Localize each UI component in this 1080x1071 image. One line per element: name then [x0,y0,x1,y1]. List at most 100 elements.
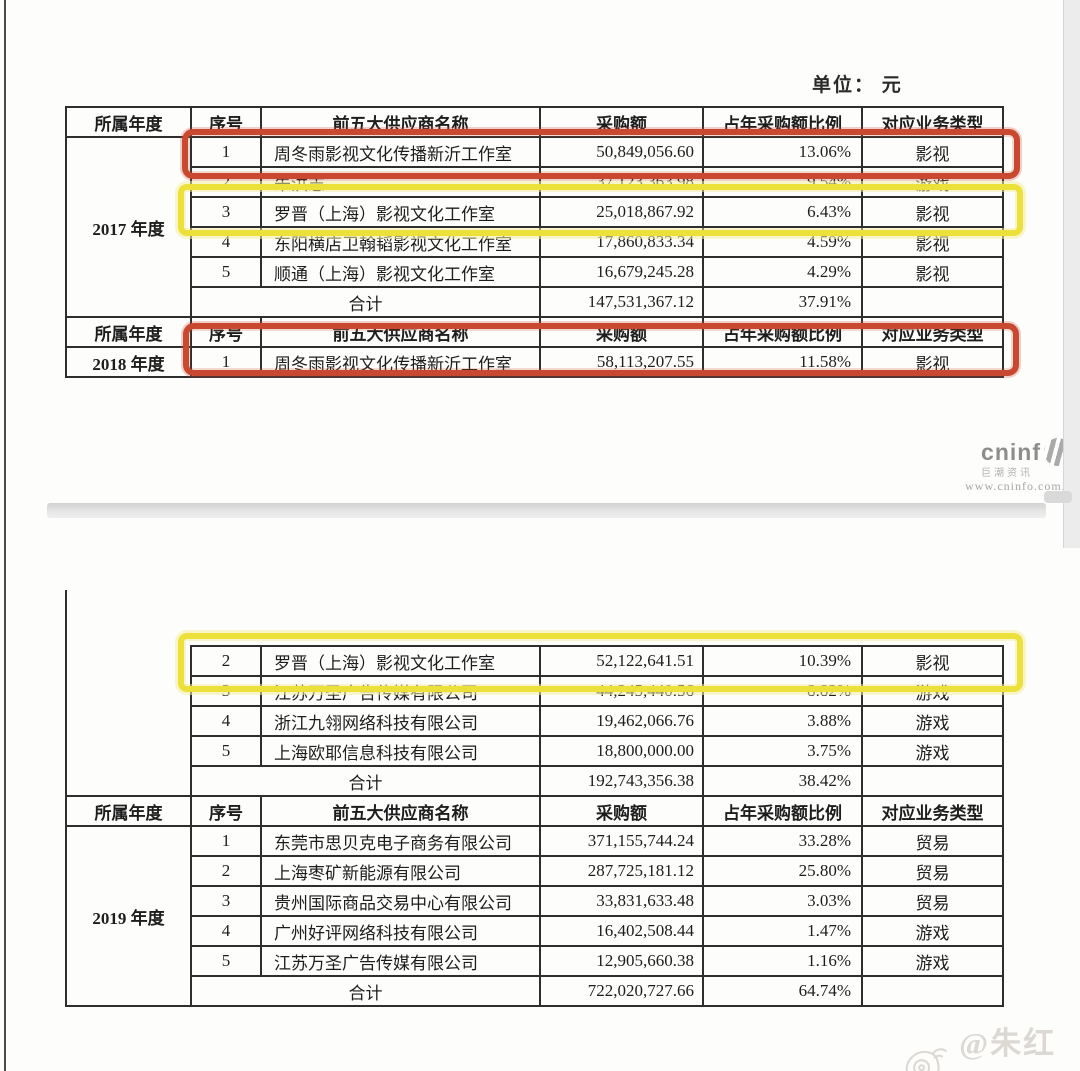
total-amount: 192,743,356.38 [539,765,704,797]
year-cell-2017: 2017 年度 [65,136,192,318]
supplier-row: 3 贵州国际商品交易中心有限公司 33,831,633.48 3.03% 贸易 [66,885,1004,917]
cell-index: 5 [190,945,262,977]
header-type: 对应业务类型 [861,106,1004,138]
supplier-row: 3 江苏万圣广告传媒有限公司 44,245,440.56 8.82% 游戏 [66,675,1004,707]
header-supplier: 前五大供应商名称 [260,795,541,827]
cell-supplier: 浙江九翎网络科技有限公司 [260,705,541,737]
header-index: 序号 [190,106,262,138]
cell-ratio: 33.28% [702,825,863,857]
total-amount: 722,020,727.66 [539,975,704,1007]
cell-supplier: 上海枣矿新能源有限公司 [260,855,541,887]
cell-index: 4 [190,915,262,947]
cell-supplier: 江苏万圣广告传媒有限公司 [260,675,541,707]
header-amount: 采购额 [539,106,704,138]
cell-type: 游戏 [861,915,1004,947]
cell-supplier: 江苏万圣广告传媒有限公司 [260,945,541,977]
supplier-row: 5 上海欧耶信息科技有限公司 18,800,000.00 3.75% 游戏 [66,735,1004,767]
cell-type-empty [861,975,1004,1007]
header-index: 序号 [190,316,262,348]
header-ratio: 占年采购额比例 [702,316,863,348]
supplier-row: 4 浙江九翎网络科技有限公司 19,462,066.76 3.88% 游戏 [66,705,1004,737]
total-amount: 147,531,367.12 [539,286,704,318]
cell-index: 2 [190,645,262,677]
cell-type: 贸易 [861,885,1004,917]
cell-supplier: 周冬雨影视文化传播新沂工作室 [260,136,541,168]
cell-type: 影视 [861,645,1004,677]
cell-supplier: 罗晋（上海）影视文化工作室 [260,196,541,228]
cninfo-url: www.cninfo.com.c [965,479,1072,493]
cell-amount: 16,679,245.28 [539,256,704,288]
cell-supplier: 贵州国际商品交易中心有限公司 [260,885,541,917]
cell-amount: 44,245,440.56 [539,675,704,707]
cell-amount: 371,155,744.24 [539,825,704,857]
total-row: 合计 192,743,356.38 38.42% [66,765,1004,797]
cell-index: 1 [190,136,262,168]
cell-supplier: 周冬雨影视文化传播新沂工作室 [260,346,541,378]
cell-type-empty [861,286,1004,318]
cell-type: 影视 [861,346,1004,378]
cell-supplier: 东莞市思贝克电子商务有限公司 [260,825,541,857]
weibo-icon [905,1048,947,1071]
header-year: 所属年度 [65,106,192,138]
header-year: 所属年度 [65,795,192,827]
table-left-border-stub [65,590,67,650]
total-label: 合计 [190,286,541,318]
cell-index: 1 [190,346,262,378]
cell-index: 3 [190,675,262,707]
header-row: 所属年度 序号 前五大供应商名称 采购额 占年采购额比例 对应业务类型 [65,795,1004,827]
cell-amount: 16,402,508.44 [539,915,704,947]
cell-supplier: 东阳横店卫翰韬影视文化工作室 [260,226,541,258]
total-ratio: 38.42% [702,765,863,797]
supplier-row: 2 朱洪志 37,123,363.98 9.54% 游戏 [66,166,1004,198]
header-amount: 采购额 [539,316,704,348]
cell-ratio: 11.58% [702,346,863,378]
supplier-row: 2019 年度 1 东莞市思贝克电子商务有限公司 371,155,744.24 … [65,825,1004,1007]
cell-supplier: 朱洪志 [260,166,541,198]
header-row: 所属年度 序号 前五大供应商名称 采购额 占年采购额比例 对应业务类型 [65,316,1004,348]
supplier-row: 2017 年度 1 周冬雨影视文化传播新沂工作室 50,849,056.60 1… [65,136,1004,318]
cell-index: 5 [190,256,262,288]
cell-ratio: 3.88% [702,705,863,737]
cell-type: 贸易 [861,825,1004,857]
cninfo-brand-text: cninf [981,438,1041,465]
cell-ratio: 8.82% [702,675,863,707]
header-amount: 采购额 [539,795,704,827]
cell-ratio: 6.43% [702,196,863,228]
header-row: 所属年度 序号 前五大供应商名称 采购额 占年采购额比例 对应业务类型 [65,106,1004,138]
weibo-handle-text: @朱红院 [959,1026,1057,1061]
cell-index: 3 [190,196,262,228]
cell-index: 1 [190,825,262,857]
cell-type: 贸易 [861,855,1004,887]
weibo-watermark: @朱红院 [903,1018,1080,1071]
cell-ratio: 3.03% [702,885,863,917]
cell-ratio: 1.47% [702,915,863,947]
cninfo-subtitle: 巨潮资讯 [981,468,1033,479]
cell-amount: 52,122,641.51 [539,645,704,677]
cell-type: 影视 [861,256,1004,288]
supplier-row: 2 罗晋（上海）影视文化工作室 52,122,641.51 10.39% 影视 [65,645,1004,797]
scrollbar-thumb[interactable] [1044,491,1072,503]
cell-index: 4 [190,226,262,258]
cell-amount: 37,123,363.98 [539,166,704,198]
year-cell-2018: 2018 年度 [65,346,192,378]
total-ratio: 64.74% [702,975,863,1007]
cell-amount: 58,113,207.55 [539,346,704,378]
cell-type: 影视 [861,136,1004,168]
page-break-divider [47,503,1046,518]
cell-amount: 33,831,633.48 [539,885,704,917]
cell-ratio: 9.54% [702,166,863,198]
cell-supplier: 顺通（上海）影视文化工作室 [260,256,541,288]
total-label: 合计 [190,765,541,797]
cell-type: 游戏 [861,166,1004,198]
cell-type: 影视 [861,196,1004,228]
header-index: 序号 [190,795,262,827]
scrollbar-track[interactable] [1063,0,1080,548]
supplier-row: 5 顺通（上海）影视文化工作室 16,679,245.28 4.29% 影视 [66,256,1004,288]
cell-type-empty [861,765,1004,797]
header-ratio: 占年采购额比例 [702,795,863,827]
cell-amount: 25,018,867.92 [539,196,704,228]
cell-index: 3 [190,885,262,917]
cell-type: 影视 [861,226,1004,258]
total-label: 合计 [190,975,541,1007]
